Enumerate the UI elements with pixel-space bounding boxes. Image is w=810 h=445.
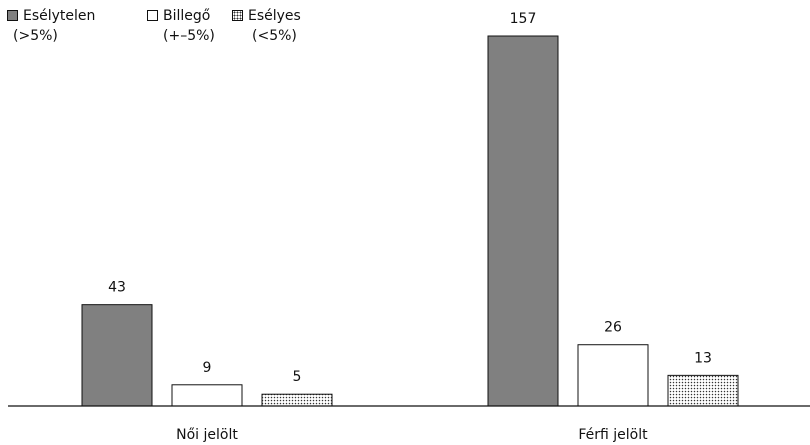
- legend-label-eselytelen: Esélytelen: [23, 8, 96, 24]
- bar-no-i-jelo-lt-ese-lytelen: [81, 304, 153, 407]
- legend-swatch-eselyes: [232, 10, 243, 21]
- category-label-no-i-jelo-lt: Női jelölt: [176, 427, 238, 443]
- bar-fe-rfi-jelo-lt-ese-lytelen: [487, 35, 559, 407]
- bar-fe-rfi-jelo-lt-billego: [577, 344, 649, 407]
- data-label-no-i-jelo-lt-billego: 9: [203, 360, 212, 376]
- data-label-fe-rfi-jelo-lt-ese-lytelen: 157: [510, 11, 537, 27]
- legend-label-eselyes: Esélyes: [248, 8, 301, 24]
- bars-group: [81, 35, 739, 407]
- bar-no-i-jelo-lt-ese-lyes: [261, 393, 333, 407]
- category-label-fe-rfi-jelo-lt: Férfi jelölt: [578, 427, 648, 443]
- legend-sublabel-eselyes: (<5%): [252, 28, 297, 44]
- data-label-fe-rfi-jelo-lt-billego: 26: [604, 320, 622, 336]
- legend-swatch-eselytelen: [7, 10, 18, 21]
- labels-group: 43 9 5 Női jelölt 157 26 13 Férfi jelölt: [108, 11, 712, 443]
- data-label-no-i-jelo-lt-ese-lytelen: 43: [108, 280, 126, 296]
- data-label-no-i-jelo-lt-ese-lyes: 5: [293, 369, 302, 385]
- legend: Esélytelen (>5%) Billegő (+–5%) Esélyes …: [0, 6, 330, 58]
- data-label-fe-rfi-jelo-lt-ese-lyes: 13: [694, 350, 712, 366]
- legend-swatch-billego: [147, 10, 158, 21]
- legend-sublabel-eselytelen: (>5%): [13, 28, 58, 44]
- bar-fe-rfi-jelo-lt-ese-lyes: [667, 374, 739, 407]
- legend-sublabel-billego: (+–5%): [163, 28, 215, 44]
- bar-no-i-jelo-lt-billego: [171, 384, 243, 407]
- legend-label-billego: Billegő: [163, 8, 211, 24]
